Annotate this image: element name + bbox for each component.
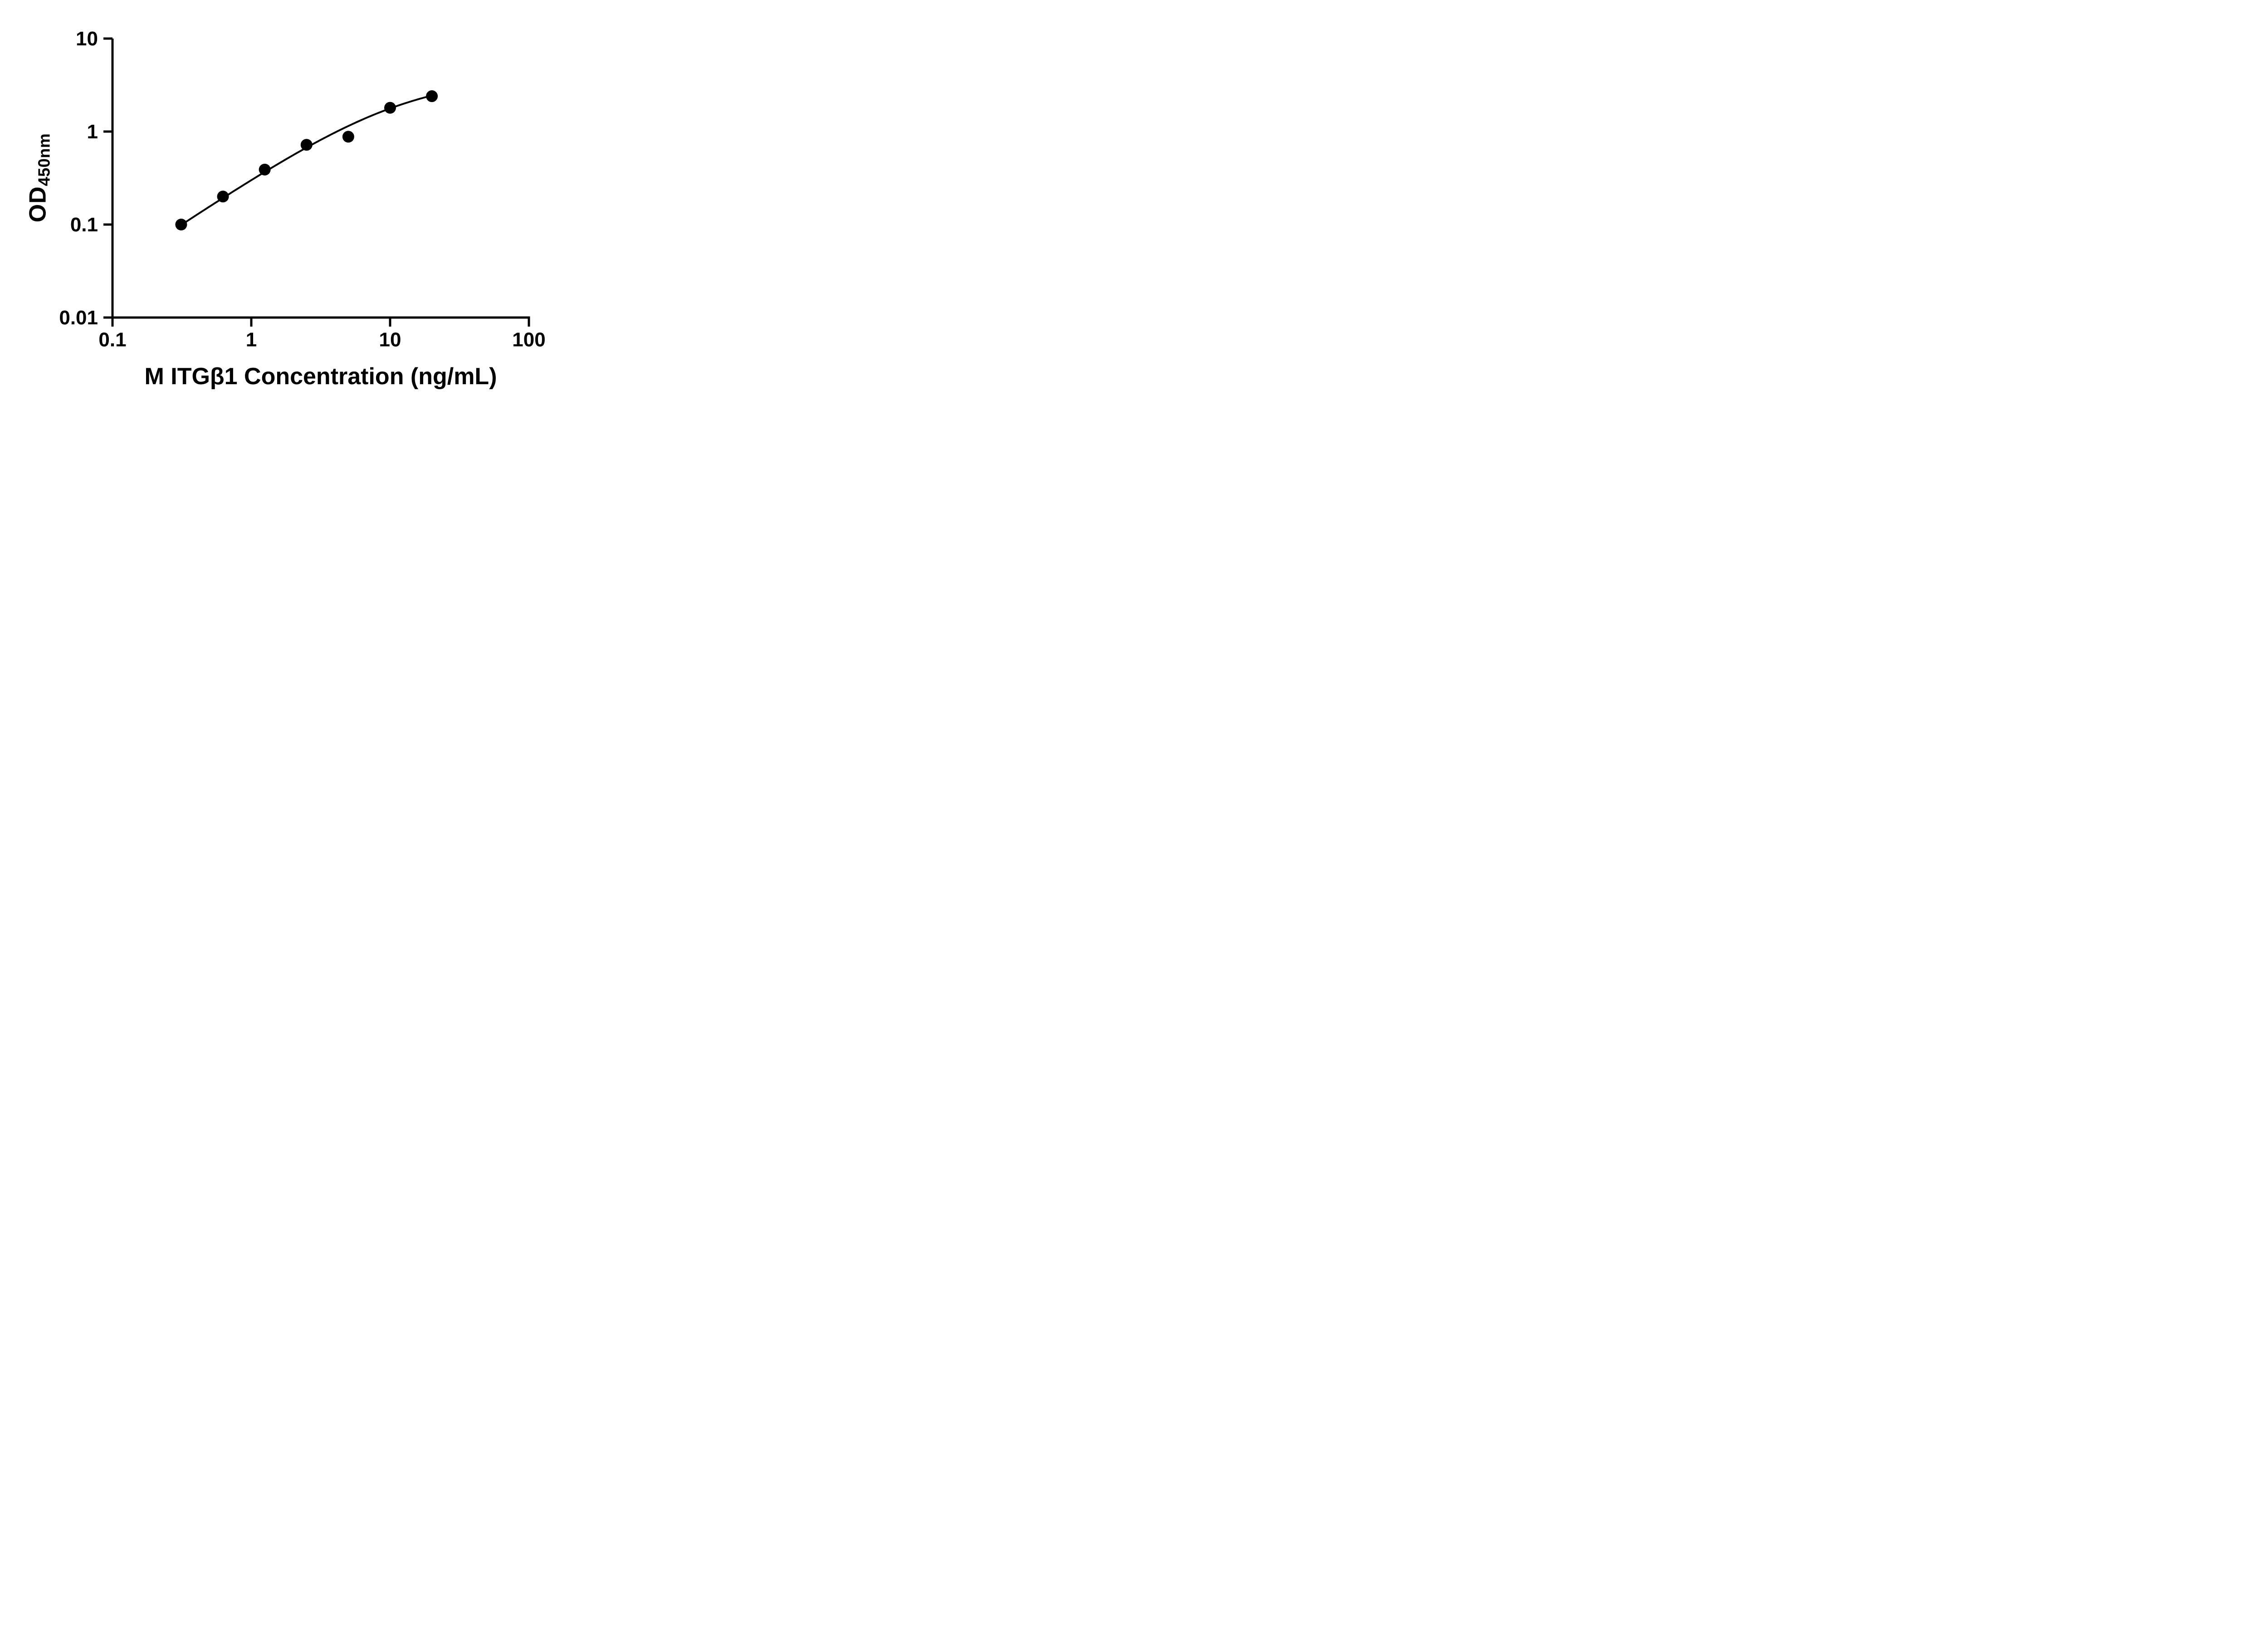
x-axis-title: M ITGβ1 Concentration (ng/mL) xyxy=(144,363,497,390)
elisa-standard-curve-figure: 10 1 0.1 0.01 0.1 1 10 100 OD450nm M ITGβ1 Conc… xyxy=(0,0,583,408)
data-point xyxy=(175,219,187,230)
data-point xyxy=(259,163,271,176)
y-axis-title-subscript: 450nm xyxy=(34,133,54,186)
fit-curve xyxy=(180,94,433,226)
y-tick-label: 10 xyxy=(76,28,98,50)
x-tick-label: 10 xyxy=(379,329,401,351)
data-point xyxy=(342,131,354,143)
y-tick-label: 0.1 xyxy=(70,214,98,236)
x-tick-label: 1 xyxy=(246,329,257,351)
data-point xyxy=(426,90,438,103)
y-tick-label: 1 xyxy=(87,121,98,143)
x-tick-label: 0.1 xyxy=(98,329,126,351)
y-axis-title: OD450nm xyxy=(24,133,54,223)
x-tick-label: 100 xyxy=(512,329,545,351)
data-point xyxy=(300,139,313,151)
data-point xyxy=(217,191,229,203)
y-tick-label: 0.01 xyxy=(59,307,98,329)
y-axis-title-main: OD xyxy=(24,186,51,223)
data-point xyxy=(384,102,396,114)
